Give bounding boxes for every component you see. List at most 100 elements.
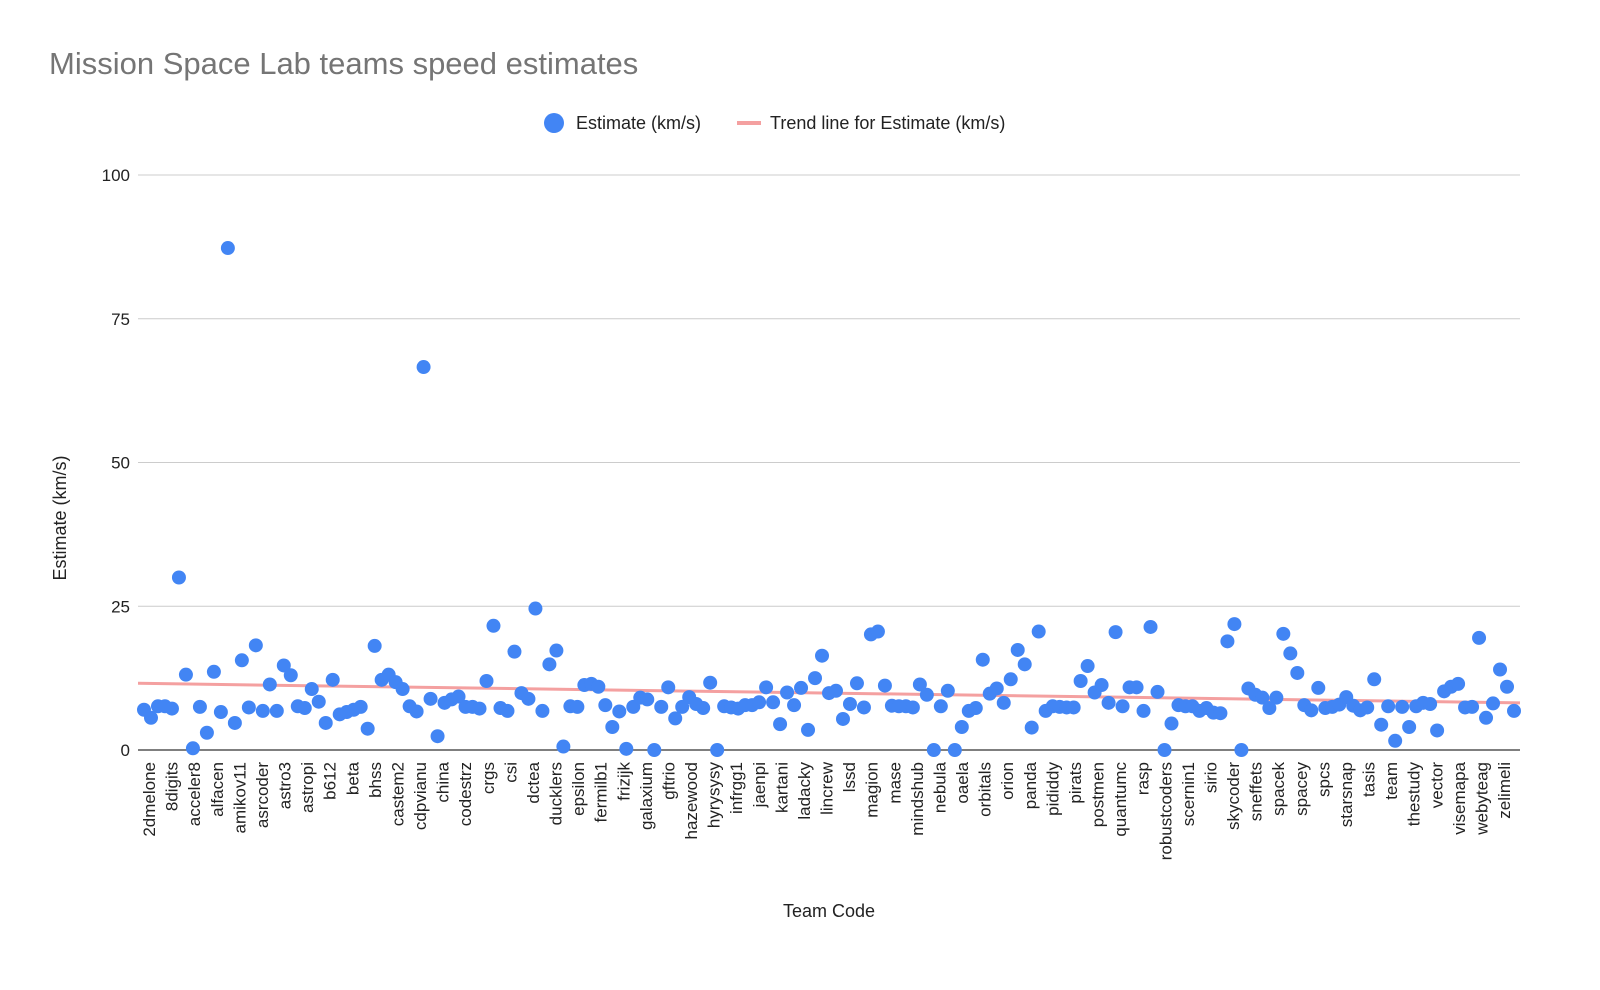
data-point	[248, 638, 263, 653]
data-point	[598, 698, 613, 713]
y-tick-label: 100	[102, 166, 130, 185]
data-point	[409, 704, 424, 719]
data-point	[808, 671, 823, 686]
data-point	[423, 691, 438, 706]
x-tick-label: skycoder	[1224, 762, 1243, 830]
data-point	[954, 720, 969, 734]
data-point	[696, 701, 711, 716]
x-tick-label: mase	[885, 762, 904, 804]
x-tick-label: ducklers	[547, 762, 566, 825]
data-point	[1024, 720, 1039, 735]
legend-trend-label: Trend line for Estimate (km/s)	[770, 113, 1005, 133]
data-point	[968, 701, 983, 716]
data-point	[703, 675, 718, 690]
data-point	[1290, 665, 1305, 680]
x-tick-label: panda	[1021, 761, 1040, 809]
x-tick-label: rasp	[1134, 762, 1153, 795]
data-point	[1227, 617, 1242, 632]
legend-points-label: Estimate (km/s)	[576, 113, 701, 133]
data-point	[276, 658, 291, 673]
data-point	[1108, 625, 1123, 640]
data-point	[1066, 700, 1081, 715]
data-point	[759, 680, 774, 695]
data-point	[528, 601, 543, 616]
x-tick-label: tasis	[1360, 762, 1379, 797]
data-point	[1395, 699, 1410, 714]
data-point	[1262, 701, 1277, 716]
data-point	[1213, 706, 1228, 721]
y-axis-ticks: 0 25 50 75 100	[102, 166, 130, 760]
data-point	[1402, 720, 1417, 734]
data-point	[870, 624, 885, 639]
data-point	[1479, 710, 1494, 725]
x-tick-label: team	[1382, 762, 1401, 800]
x-tick-label: visemapa	[1450, 761, 1469, 834]
data-point	[234, 653, 249, 668]
x-tick-label: webyteag	[1472, 762, 1491, 836]
x-tick-label: galaxium	[637, 762, 656, 830]
data-point	[661, 680, 676, 695]
x-tick-label: bhss	[366, 762, 385, 798]
data-point	[304, 682, 319, 697]
data-point	[269, 703, 284, 718]
x-tick-label: hazewood	[682, 762, 701, 840]
data-point	[521, 691, 536, 706]
data-point	[1283, 646, 1298, 661]
data-point	[451, 689, 466, 704]
data-point	[605, 720, 620, 734]
data-point	[1094, 678, 1109, 693]
data-point	[199, 725, 214, 740]
x-tick-label: starsnap	[1337, 762, 1356, 827]
x-tick-label: b612	[321, 762, 340, 800]
data-point	[849, 676, 864, 691]
x-tick-label: 2dmelone	[140, 762, 159, 837]
data-point	[933, 699, 948, 714]
data-point	[1472, 630, 1487, 645]
data-point	[297, 701, 312, 716]
x-tick-label: postmen	[1089, 762, 1108, 827]
data-point	[1451, 676, 1466, 691]
x-tick-label: astropi	[298, 762, 317, 813]
x-tick-label: mindshub	[908, 762, 927, 836]
x-tick-label: codestrz	[456, 762, 475, 826]
data-point	[1381, 699, 1396, 714]
data-point	[877, 678, 892, 693]
data-point	[794, 680, 809, 695]
data-point	[591, 679, 606, 694]
data-point	[241, 700, 256, 715]
x-tick-label: spcs	[1314, 762, 1333, 797]
data-point	[1080, 659, 1095, 674]
x-tick-label: orion	[998, 762, 1017, 800]
x-tick-label: infrgg1	[727, 762, 746, 814]
legend: Estimate (km/s) Trend line for Estimate …	[544, 113, 1005, 133]
data-point	[996, 695, 1011, 710]
x-tick-label: sirio	[1201, 762, 1220, 793]
data-point	[835, 711, 850, 726]
x-tick-label: thestudy	[1405, 762, 1424, 827]
data-point	[1276, 626, 1291, 641]
x-tick-label: cdpvianu	[411, 762, 430, 830]
data-point	[1143, 619, 1158, 634]
data-point	[1031, 624, 1046, 639]
data-point	[1465, 699, 1480, 714]
x-tick-label: csi	[501, 762, 520, 783]
data-point	[1010, 642, 1025, 657]
data-point	[1150, 684, 1165, 699]
x-tick-label: hyrysysy	[705, 762, 724, 829]
data-point	[710, 743, 725, 757]
x-tick-label: magion	[863, 762, 882, 818]
x-tick-label: dctea	[524, 761, 543, 803]
data-point	[1234, 743, 1249, 757]
data-point	[856, 700, 871, 715]
x-tick-label: kartani	[772, 762, 791, 813]
data-point	[500, 703, 515, 718]
x-tick-label: amikov11	[230, 762, 249, 834]
data-point	[1073, 674, 1088, 688]
x-tick-label: jaenpi	[750, 762, 769, 808]
data-point	[640, 692, 655, 707]
x-tick-label: gftrio	[659, 762, 678, 800]
x-tick-label: oaela	[953, 761, 972, 803]
data-point	[926, 743, 941, 757]
data-point	[213, 705, 228, 720]
data-point	[1017, 657, 1032, 672]
